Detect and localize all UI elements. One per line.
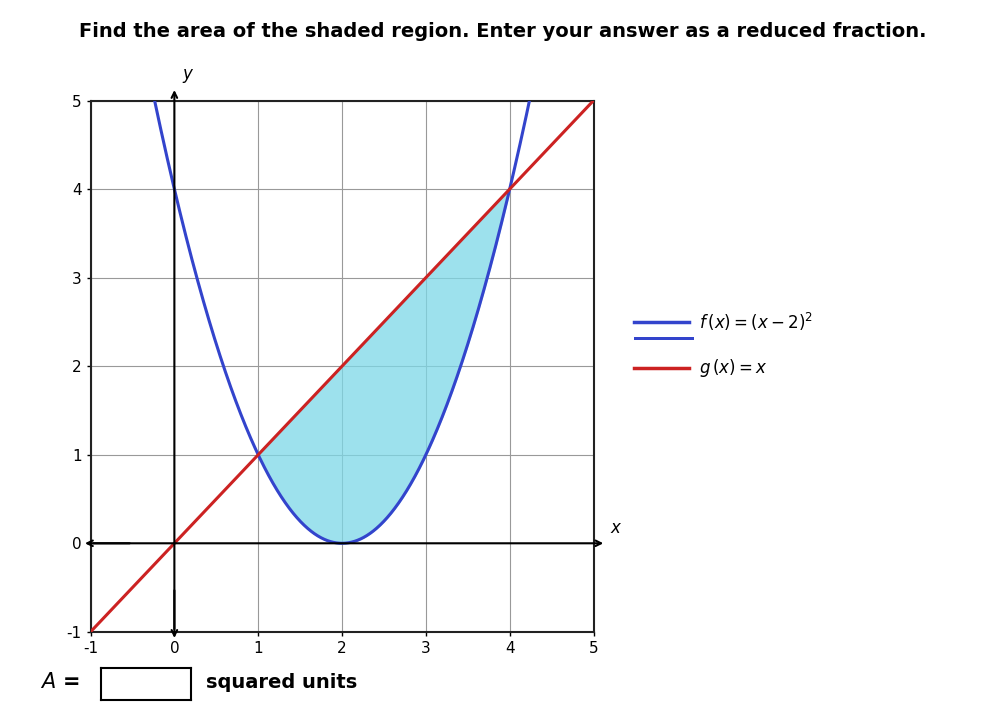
Text: x: x <box>611 519 620 537</box>
Text: $g\,(x) = x$: $g\,(x) = x$ <box>699 358 768 379</box>
Text: squared units: squared units <box>206 673 357 691</box>
Text: $A$ =: $A$ = <box>40 672 80 692</box>
Text: Find the area of the shaded region. Enter your answer as a reduced fraction.: Find the area of the shaded region. Ente… <box>79 22 927 40</box>
Text: $f\,(x) = (x - 2)^2$: $f\,(x) = (x - 2)^2$ <box>699 311 813 332</box>
Text: y: y <box>183 65 192 83</box>
